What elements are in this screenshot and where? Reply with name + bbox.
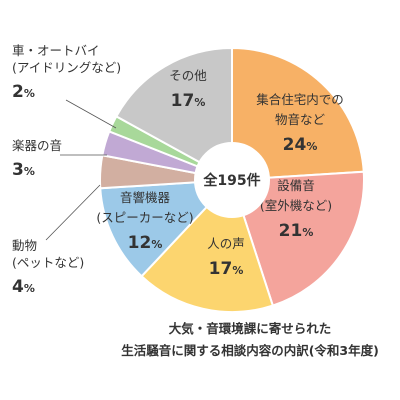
leader-line-6 [65,99,117,129]
center-total-label: 全195件 [202,172,260,189]
slice-label-1-line-0: 設備音 [277,178,315,193]
slice-value-1: 21% [279,221,314,241]
chart-title-line-1: 大気・音環境課に寄せられた [169,321,332,336]
slice-label-6-line-0: 車・オートバイ [12,43,100,58]
slice-label-1-line-1: (室外機など) [260,198,332,213]
slice-unit-4: % [24,282,35,295]
slice-label-7-line-0: その他 [169,68,207,83]
leader-line-4 [45,184,101,241]
slice-value-3: 12% [128,233,163,253]
pie-slice-7 [114,46,233,182]
slice-value-7: 17% [171,91,206,111]
donut-hole [194,142,270,218]
slice-value-6: 2% [12,82,35,102]
slice-label-4-line-0: 動物 [12,238,37,253]
slice-label-6-line-1: (アイドリングなど) [12,60,121,75]
chart-title-line-2: 生活騒音に関する相談内容の内訳(令和3年度) [121,343,379,358]
pie-slice-1 [230,170,365,307]
pie-slice-0 [231,46,365,182]
slice-unit-1: % [302,226,313,239]
slice-value-4: 4% [12,277,35,297]
slice-value-5: 3% [12,160,35,180]
slice-label-4-line-1: (ペットなど) [12,255,84,270]
slice-label-5-line-0: 楽器の音 [12,138,62,153]
slice-label-3-line-1: (スピーカーなど) [96,210,193,225]
slice-unit-7: % [194,96,205,109]
leader-lines [45,99,117,241]
slice-unit-0: % [306,140,317,153]
pie-slice-3 [99,178,235,278]
slice-value-0: 24% [283,135,318,155]
slice-label-2-line-0: 人の声 [207,236,245,251]
slice-unit-6: % [24,87,35,100]
slice-label-0-line-0: 集合住宅内での [256,92,344,107]
slice-unit-5: % [24,165,35,178]
slice-label-3-line-0: 音響機器 [120,190,171,205]
slice-value-2: 17% [209,259,244,279]
slice-unit-3: % [151,238,162,251]
slice-unit-2: % [232,264,243,277]
slice-label-0-line-1: 物音など [275,112,326,127]
